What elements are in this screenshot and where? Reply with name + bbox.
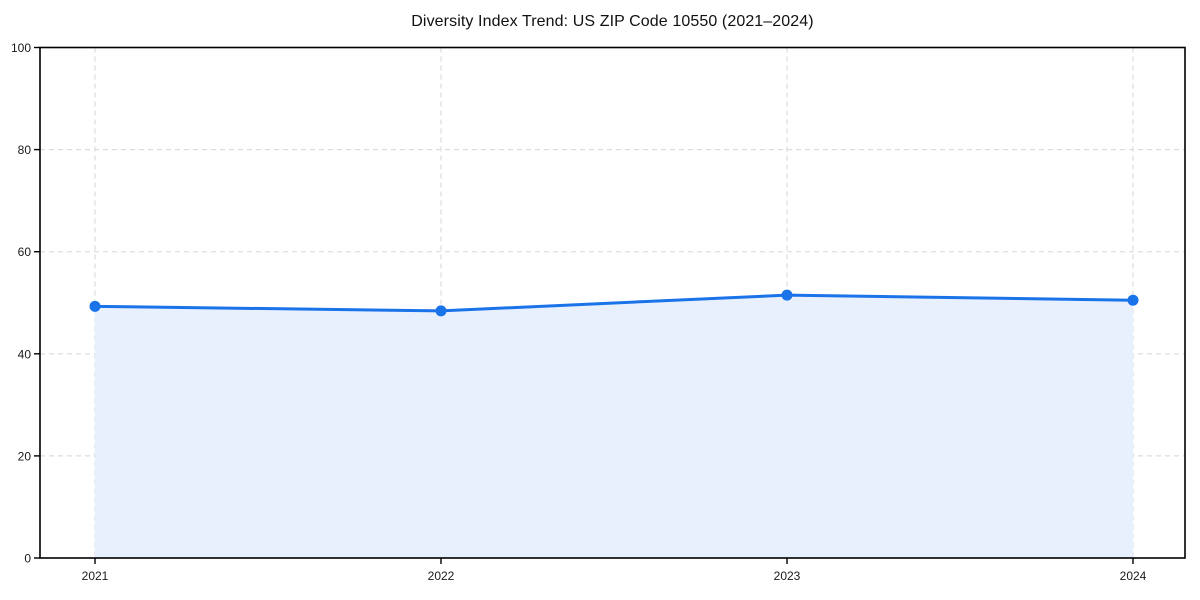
y-tick-label-100: 100 [11, 41, 31, 55]
y-tick-label-0: 0 [24, 552, 31, 566]
area-fill [95, 295, 1133, 558]
plot-border [39, 46, 1186, 559]
data-point-2024 [1127, 294, 1139, 306]
y-tick-label-80: 80 [18, 143, 32, 157]
x-tick-label-2023: 2023 [774, 569, 801, 583]
trend-line [93, 293, 1135, 313]
y-tick-label-20: 20 [18, 449, 32, 463]
y-tick-label-60: 60 [18, 245, 32, 259]
data-point-2022 [435, 305, 447, 317]
chart-title: Diversity Index Trend: US ZIP Code 10550… [411, 13, 814, 30]
x-tick-label-2022: 2022 [428, 569, 455, 583]
data-point-2021 [89, 300, 101, 312]
y-tick-label-40: 40 [18, 347, 32, 361]
x-tick-label-2021: 2021 [82, 569, 109, 583]
data-point-2023 [781, 289, 793, 301]
x-tick-label-2024: 2024 [1120, 569, 1147, 583]
